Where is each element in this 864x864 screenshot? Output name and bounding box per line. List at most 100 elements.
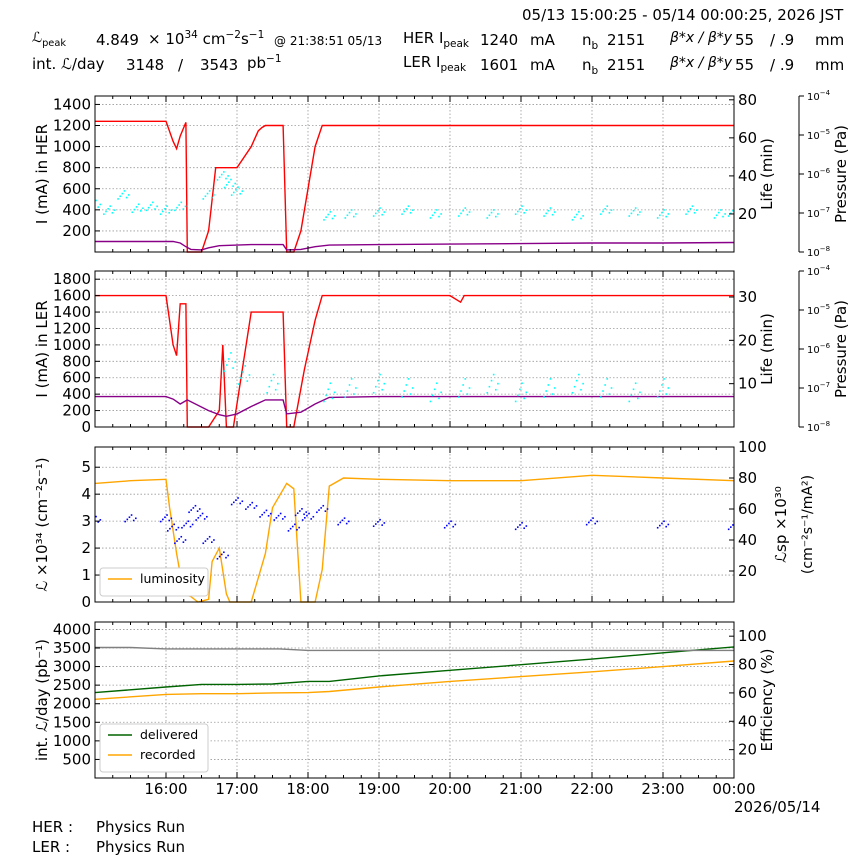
series-lsp-point-2-19-0	[372, 525, 375, 528]
ytick-label-1-5: 1000	[53, 336, 91, 354]
series-lsp-point-2-13-5	[284, 515, 286, 518]
y2label-0: Life (min)	[758, 138, 776, 210]
ler-nb-text: n	[582, 56, 592, 74]
series-life-point-0-3-1	[133, 208, 136, 211]
series-life-point-1-5-0	[372, 391, 375, 394]
series-life-point-0-25-1	[715, 214, 718, 217]
ytick-label-2-5: 5	[81, 458, 91, 476]
y2tick-label-1-1: 20	[738, 331, 757, 349]
series-life-point-0-15-2	[433, 211, 436, 214]
series-lsp-point-2-18-5	[348, 520, 350, 523]
series-life-point-0-25-2	[717, 211, 720, 214]
series-life-point-0-12-1	[346, 214, 349, 217]
series-life-point-0-14-1	[403, 210, 406, 213]
series-life-point-1-4-1	[346, 390, 349, 392]
lpeak-unit-exp: 34	[184, 29, 198, 41]
intl-recorded: 3543	[200, 56, 239, 74]
series-life-point-0-3-5	[142, 207, 144, 210]
series-life-point-0-20-5	[582, 215, 584, 217]
series-life-point-0-18-4	[523, 212, 525, 214]
series-life-point-0-16-4	[466, 213, 469, 216]
ytick-label-3-7: 4000	[53, 620, 91, 638]
series-life-point-1-8-5	[468, 387, 471, 389]
series-life-point-0-17-0	[486, 217, 489, 219]
xtick-label-1: 17:00	[215, 780, 258, 798]
series-life-point-0-14-4	[409, 212, 412, 214]
series-lsp-point-2-5-5	[191, 523, 194, 526]
ytick-label-0-4: 1000	[53, 138, 91, 156]
series-lsp-point-2-10-1	[233, 501, 235, 504]
series-lsp-point-2-7-5	[206, 515, 208, 518]
series-life-point-0-22-2	[632, 209, 635, 212]
series-lsp-point-2-9-3	[223, 551, 225, 554]
series-life-point-0-6-2	[178, 204, 180, 206]
series-life-point-1-12-2	[575, 379, 578, 382]
series-life-point-0-7-2	[206, 192, 209, 195]
series-life-point-1-14-1	[630, 394, 633, 397]
her-beta-label: β*x / β*y	[670, 30, 733, 46]
series-life-point-1-6-0	[401, 396, 403, 398]
series-lsp-point-2-19-3	[379, 518, 381, 521]
series-life-point-1-3-4	[331, 397, 334, 400]
series-life-point-1-14-3	[634, 382, 637, 385]
series-life-point-0-13-2	[377, 209, 379, 212]
series-life-point-0-16-1	[460, 212, 462, 215]
series-life-point-0-18-2	[519, 208, 521, 210]
series-life-point-1-10-0	[514, 400, 517, 403]
series-lsp-point-2-18-4	[345, 522, 348, 525]
series-life-point-0-11-1	[325, 216, 327, 218]
series-lsp-point-2-8-3	[208, 535, 211, 538]
series-life-point-1-9-0	[486, 391, 489, 394]
series-lsp-point-2-1-4	[132, 519, 135, 522]
series-lsp-point-2-13-3	[279, 512, 282, 515]
series-life-point-0-21-0	[600, 213, 602, 215]
y3label-0: Pressure (Pa)	[832, 125, 850, 223]
series-life-point-0-15-3	[436, 209, 438, 211]
series-life-point-1-7-2	[433, 388, 436, 391]
series-life-point-1-2-5	[277, 382, 279, 385]
ytick-label-1-7: 1400	[53, 303, 91, 321]
series-lsp-point-2-11-2	[249, 504, 251, 506]
series-life-point-0-16-0	[458, 215, 460, 217]
series-lsp-point-2-15-2	[299, 510, 301, 512]
series-life-point-1-6-5	[411, 387, 414, 389]
series-lsp-point-2-22-4	[594, 522, 596, 525]
series-life-point-0-7-5	[213, 194, 215, 196]
series-lsp-point-2-7-3	[201, 512, 204, 515]
series-lsp-point-2-6-4	[196, 510, 199, 512]
series-life-point-0-25-0	[713, 217, 716, 219]
series-life-point-0-20-4	[580, 217, 582, 220]
series-life-point-1-6-1	[403, 390, 406, 392]
series-lsp-point-2-10-4	[239, 502, 241, 505]
ytick-label-2-2: 2	[81, 539, 91, 557]
series-life-point-0-24-2	[689, 208, 692, 210]
y3tick-exp-1-2: −6	[820, 342, 831, 350]
series-lsp-point-2-3-3	[173, 523, 175, 526]
series-lsp-point-2-21-0	[514, 528, 517, 531]
y3tick-exp-1-1: −7	[820, 381, 830, 389]
series-life-point-0-10-1	[233, 191, 235, 194]
series-life-point-1-2-1	[268, 385, 271, 388]
series-life-point-0-22-0	[628, 215, 631, 217]
series-life-point-0-4-5	[156, 205, 158, 208]
series-life-point-1-4-0	[344, 396, 347, 398]
series-lsp-point-2-1-2	[128, 516, 131, 519]
series-lsp-point-2-13-1	[275, 517, 278, 519]
series-life-point-0-22-3	[634, 207, 637, 209]
y2tick-label-0-2: 60	[738, 129, 757, 147]
series-life-point-1-10-3	[521, 382, 523, 385]
y2tick-label-2-4: 100	[738, 438, 767, 456]
series-lsp-point-2-12-4	[267, 515, 270, 517]
series-life-point-0-1-0	[103, 213, 105, 215]
series-life-point-0-2-3	[123, 190, 126, 192]
series-life-point-1-10-1	[517, 394, 519, 397]
lpeak-value: 4.849	[96, 31, 139, 49]
series-lsp-point-2-12-5	[269, 512, 272, 515]
series-life-point-0-17-4	[494, 215, 497, 218]
series-life-point-0-19-3	[549, 207, 552, 209]
series-life-point-0-24-4	[693, 212, 696, 214]
series-lsp-point-2-20-2	[448, 522, 450, 525]
series-lsp-point-2-4-4	[182, 541, 185, 543]
ylabel-0: I (mA) in HER	[33, 124, 51, 224]
series-life-point-0-20-2	[575, 213, 578, 216]
